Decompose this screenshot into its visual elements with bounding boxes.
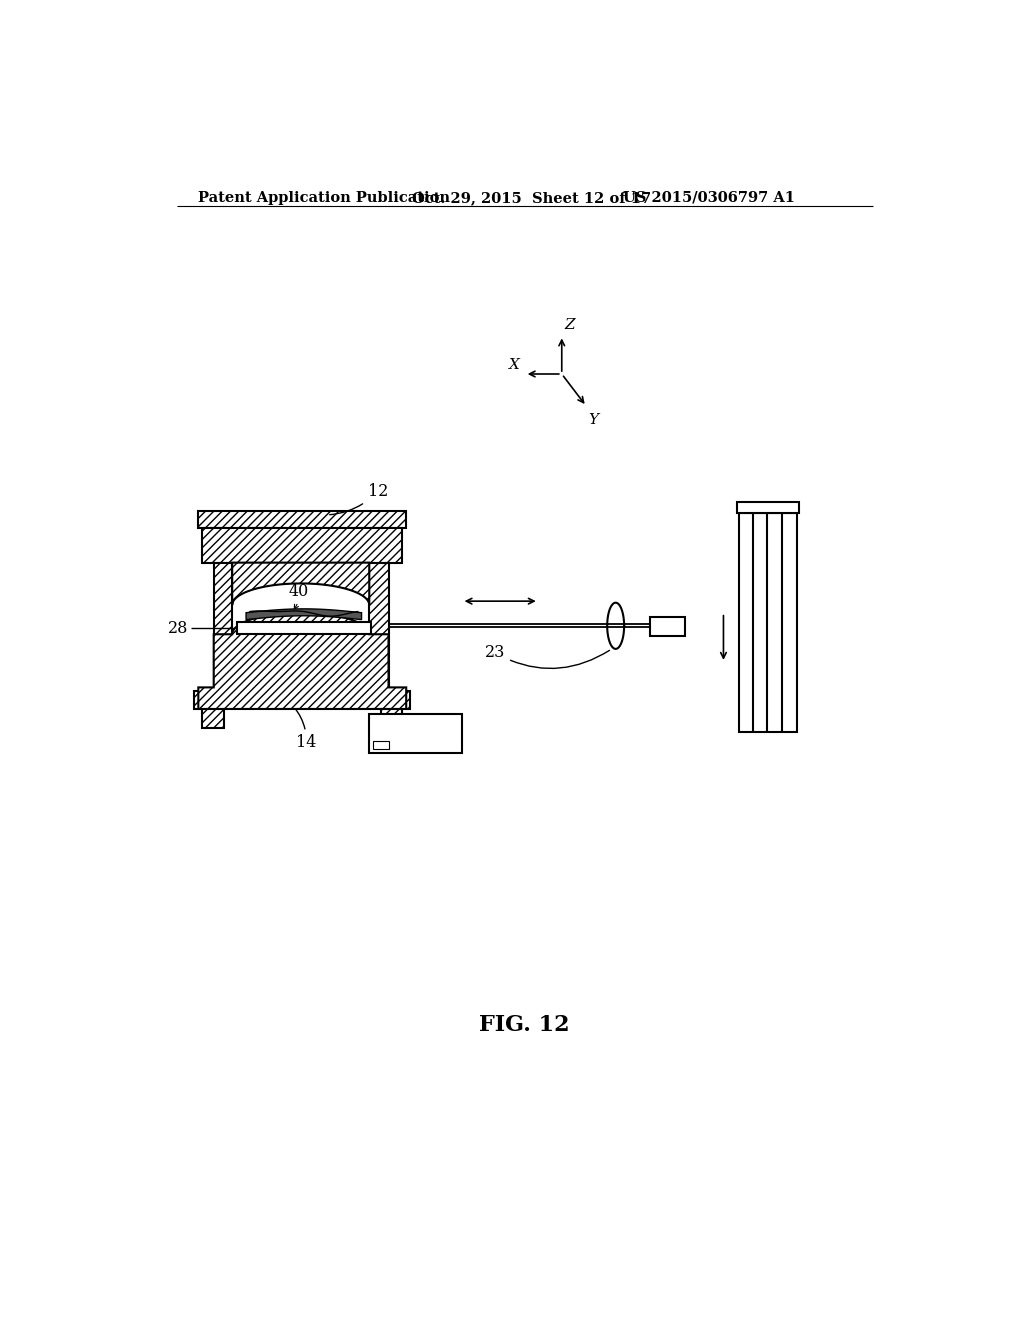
Text: Oct. 29, 2015  Sheet 12 of 17: Oct. 29, 2015 Sheet 12 of 17 — [412, 191, 650, 205]
Bar — [237, 622, 371, 635]
Bar — [373, 742, 388, 748]
Text: X: X — [509, 358, 519, 372]
Bar — [370, 562, 388, 692]
Bar — [370, 714, 462, 752]
Bar — [650, 618, 685, 636]
Bar — [736, 502, 799, 512]
Text: 28: 28 — [168, 619, 188, 636]
Bar — [214, 562, 232, 692]
Bar — [202, 528, 402, 562]
Text: 40: 40 — [289, 583, 308, 601]
Text: Y: Y — [589, 412, 599, 426]
Text: FIG. 12: FIG. 12 — [479, 1014, 570, 1036]
Polygon shape — [246, 609, 361, 619]
Polygon shape — [232, 562, 370, 605]
Text: Patent Application Publication: Patent Application Publication — [199, 191, 451, 205]
Bar — [202, 709, 223, 729]
Text: US 2015/0306797 A1: US 2015/0306797 A1 — [624, 191, 796, 205]
Text: 12: 12 — [330, 483, 388, 515]
Text: 23: 23 — [484, 644, 609, 668]
Bar — [381, 709, 402, 729]
Bar — [195, 692, 410, 709]
Polygon shape — [199, 612, 407, 709]
Bar — [739, 512, 797, 733]
Text: 14: 14 — [294, 708, 316, 751]
Text: Z: Z — [564, 318, 574, 331]
Bar — [199, 511, 407, 528]
